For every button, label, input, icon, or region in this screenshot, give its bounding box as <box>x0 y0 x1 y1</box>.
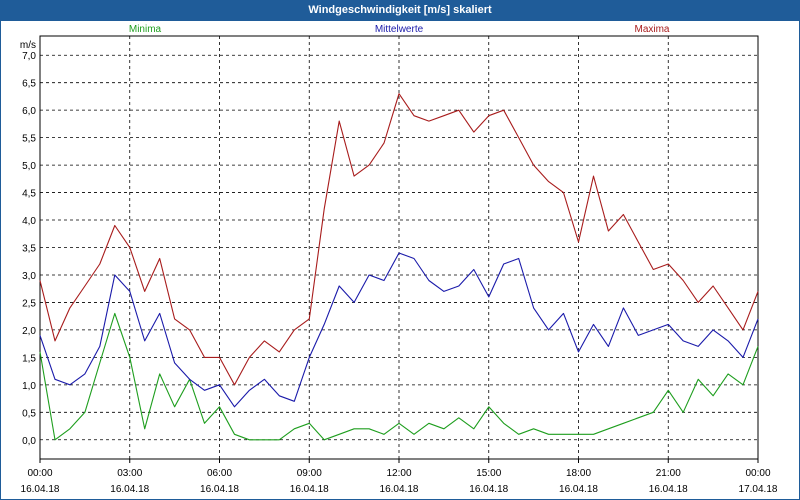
y-tick-label: 2,5 <box>22 298 36 309</box>
x-tick-time: 00:00 <box>745 468 770 479</box>
chart-title: Windgeschwindigkeit [m/s] skaliert <box>0 0 800 20</box>
y-tick-label: 4,0 <box>22 216 36 227</box>
x-tick-time: 15:00 <box>476 468 501 479</box>
x-tick-date: 16.04.18 <box>110 484 149 495</box>
x-tick-time: 21:00 <box>656 468 681 479</box>
series-line-minima <box>39 312 759 441</box>
series-line-maxima <box>39 93 759 386</box>
y-tick-label: 6,5 <box>22 79 36 90</box>
y-tick-label: 0,0 <box>22 436 36 447</box>
y-tick-label: 2,0 <box>22 326 36 337</box>
x-tick-time: 18:00 <box>566 468 591 479</box>
legend-mittelwerte: Mittelwerte <box>375 24 424 35</box>
y-axis-unit: m/s <box>20 40 36 51</box>
legend-maxima: Maxima <box>634 24 669 35</box>
series-line-mittelwerte <box>39 252 759 408</box>
x-tick-date: 16.04.18 <box>649 484 688 495</box>
y-tick-label: 7,0 <box>22 51 36 62</box>
x-tick-date: 17.04.18 <box>739 484 778 495</box>
y-tick-label: 6,0 <box>22 106 36 117</box>
x-tick-date: 16.04.18 <box>469 484 508 495</box>
x-tick-date: 16.04.18 <box>559 484 598 495</box>
y-tick-label: 5,5 <box>22 134 36 145</box>
x-tick-date: 16.04.18 <box>200 484 239 495</box>
x-tick-date: 16.04.18 <box>21 484 60 495</box>
x-tick-date: 16.04.18 <box>380 484 419 495</box>
y-tick-label: 3,0 <box>22 271 36 282</box>
x-tick-time: 06:00 <box>207 468 232 479</box>
x-tick-time: 09:00 <box>297 468 322 479</box>
x-tick-date: 16.04.18 <box>290 484 329 495</box>
y-tick-label: 3,5 <box>22 244 36 255</box>
y-tick-label: 1,0 <box>22 381 36 392</box>
x-tick-time: 00:00 <box>27 468 52 479</box>
y-tick-label: 1,5 <box>22 353 36 364</box>
x-tick-time: 12:00 <box>386 468 411 479</box>
y-tick-label: 5,0 <box>22 161 36 172</box>
y-tick-label: 0,5 <box>22 408 36 419</box>
x-tick-time: 03:00 <box>117 468 142 479</box>
y-tick-label: 4,5 <box>22 189 36 200</box>
legend-minima: Minima <box>129 24 162 35</box>
